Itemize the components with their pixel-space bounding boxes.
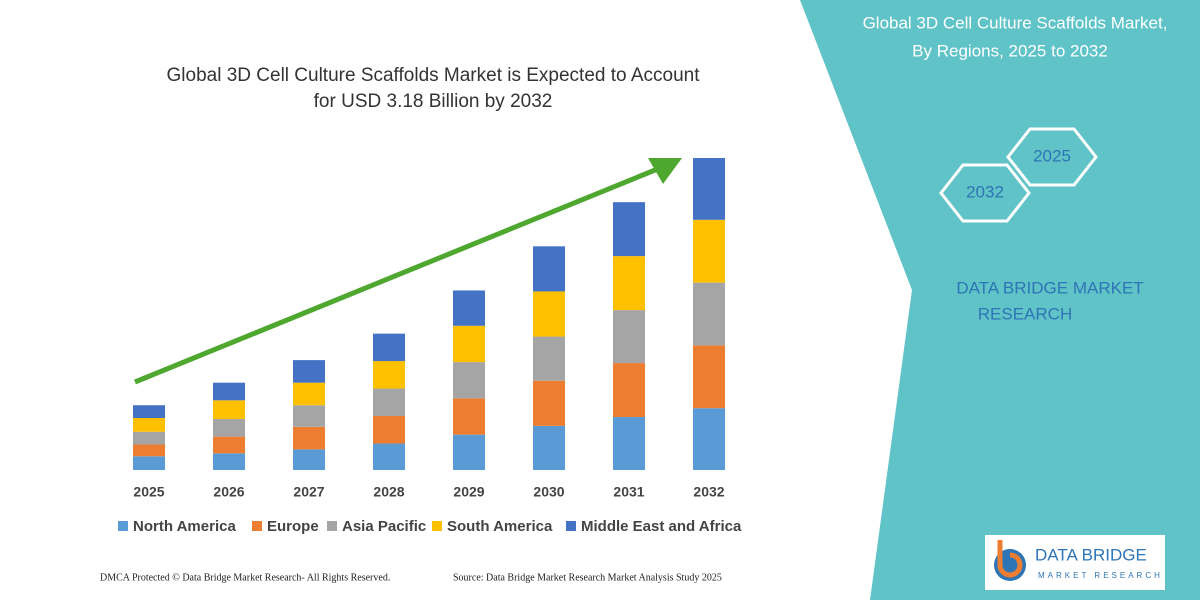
legend-swatch: [432, 521, 442, 531]
bar-segment: [533, 425, 565, 470]
legend-swatch: [327, 521, 337, 531]
bar-segment: [133, 431, 165, 445]
x-tick-label: 2025: [133, 484, 164, 500]
bar-segment: [693, 408, 725, 470]
trend-arrow: [134, 165, 661, 385]
logo-mark: [997, 540, 1023, 578]
bar-segment: [613, 256, 645, 311]
hexagon: [1006, 127, 1098, 187]
legend-swatch: [252, 521, 262, 531]
side-title-1: Global 3D Cell Culture Scaffolds Market,: [863, 13, 1168, 32]
bar-segment: [373, 361, 405, 389]
bar-segment: [453, 362, 485, 399]
bar-segment: [613, 310, 645, 364]
chart-title-1: Global 3D Cell Culture Scaffolds Market …: [167, 65, 701, 86]
bar-segment: [613, 417, 645, 470]
bar-segment: [533, 291, 565, 337]
bar-segment: [693, 282, 725, 346]
bar-segment: [133, 444, 165, 457]
bar-segment: [693, 219, 725, 283]
hex-label: 2025: [1033, 146, 1071, 165]
bar-segment: [373, 388, 405, 417]
arrow-head: [648, 158, 682, 184]
bar-segment: [213, 453, 245, 470]
bar-segment: [133, 418, 165, 432]
bar-segment: [533, 336, 565, 381]
bar-segment: [133, 405, 165, 418]
bar-segment: [453, 434, 485, 470]
x-tick-label: 2032: [693, 484, 724, 500]
legend-label: Europe: [267, 518, 319, 535]
x-tick-label: 2027: [293, 484, 324, 500]
side-title-2: By Regions, 2025 to 2032: [912, 41, 1108, 60]
bar-segment: [213, 400, 245, 419]
brand-line-2: RESEARCH: [978, 304, 1072, 323]
legend-label: South America: [447, 518, 553, 535]
logo-tagline: MARKET RESEARCH: [1038, 571, 1163, 580]
bar-segment: [533, 246, 565, 292]
chart-title-2: for USD 3.18 Billion by 2032: [314, 91, 553, 112]
bar-segment: [453, 398, 485, 435]
bar-segment: [293, 405, 325, 427]
hexagon: [939, 163, 1031, 223]
logo-name: DATA BRIDGE: [1035, 545, 1147, 564]
bar-segment: [373, 443, 405, 470]
bar-segment: [453, 325, 485, 363]
bar-segment: [213, 382, 245, 401]
brand-line-1: DATA BRIDGE MARKET: [956, 278, 1143, 297]
bar-segment: [133, 456, 165, 470]
bar-segment: [373, 416, 405, 444]
bar-segment: [293, 449, 325, 470]
legend-swatch: [566, 521, 576, 531]
bar-segment: [293, 360, 325, 383]
bar-segment: [453, 290, 485, 326]
footer-right: Source: Data Bridge Market Research Mark…: [453, 572, 722, 583]
bar-segment: [693, 345, 725, 409]
plot: [133, 158, 725, 470]
x-tick-label: 2029: [453, 484, 484, 500]
x-tick-label: 2030: [533, 484, 564, 500]
x-tick-label: 2026: [213, 484, 244, 500]
bar-segment: [293, 382, 325, 406]
x-tick-label: 2028: [373, 484, 404, 500]
bar-segment: [213, 436, 245, 454]
legend-label: North America: [133, 518, 236, 535]
bar-segment: [613, 363, 645, 418]
footer-left: DMCA Protected © Data Bridge Market Rese…: [100, 572, 390, 583]
x-tick-label: 2031: [613, 484, 644, 500]
bar-segment: [693, 158, 725, 220]
bar-segment: [373, 333, 405, 362]
bar-segment: [213, 418, 245, 437]
side-panel: [800, 0, 1200, 600]
bar-segment: [613, 202, 645, 257]
hex-label: 2032: [966, 182, 1004, 201]
bar-segment: [293, 426, 325, 450]
legend-label: Asia Pacific: [342, 518, 426, 535]
legend-label: Middle East and Africa: [581, 518, 742, 535]
bar-segment: [533, 380, 565, 426]
legend-swatch: [118, 521, 128, 531]
